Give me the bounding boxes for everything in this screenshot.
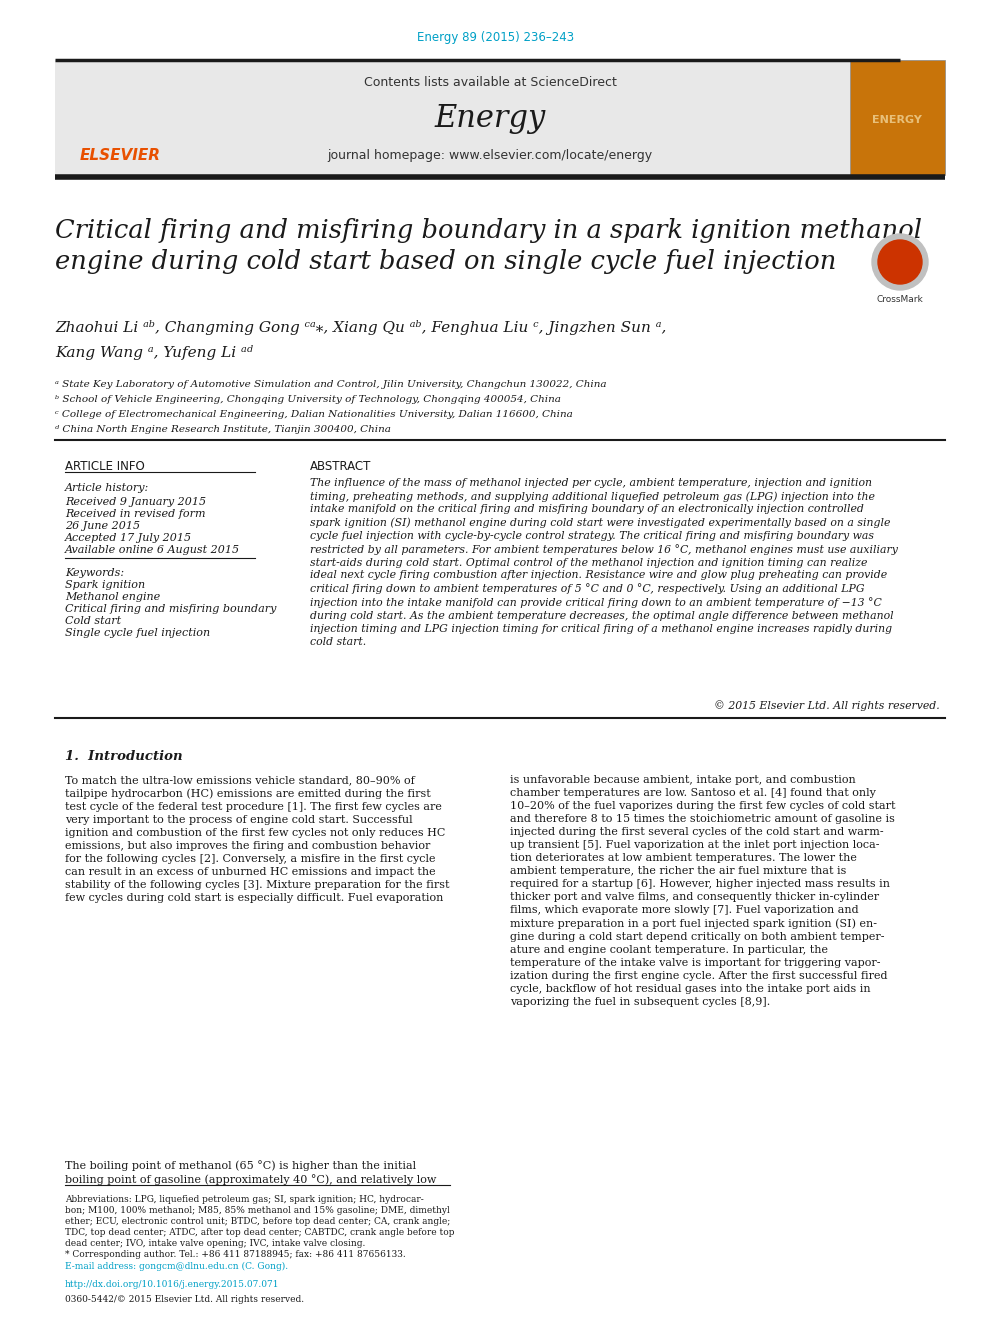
Text: ᵈ China North Engine Research Institute, Tianjin 300400, China: ᵈ China North Engine Research Institute,… [55, 425, 391, 434]
Text: ELSEVIER: ELSEVIER [79, 147, 161, 163]
FancyBboxPatch shape [55, 60, 850, 175]
Text: ABSTRACT: ABSTRACT [310, 460, 371, 474]
Text: Keywords:: Keywords: [65, 568, 124, 578]
Text: Single cycle fuel injection: Single cycle fuel injection [65, 628, 210, 638]
Text: The influence of the mass of methanol injected per cycle, ambient temperature, i: The influence of the mass of methanol in… [310, 478, 898, 647]
Text: Critical firing and misfiring boundary in a spark ignition methanol
engine durin: Critical firing and misfiring boundary i… [55, 218, 922, 274]
Text: 0360-5442/© 2015 Elsevier Ltd. All rights reserved.: 0360-5442/© 2015 Elsevier Ltd. All right… [65, 1295, 305, 1304]
Text: journal homepage: www.elsevier.com/locate/energy: journal homepage: www.elsevier.com/locat… [327, 148, 653, 161]
Text: Spark ignition: Spark ignition [65, 579, 145, 590]
Text: CrossMark: CrossMark [877, 295, 924, 304]
Text: ARTICLE INFO: ARTICLE INFO [65, 460, 145, 474]
Text: To match the ultra-low emissions vehicle standard, 80–90% of
tailpipe hydrocarbo: To match the ultra-low emissions vehicle… [65, 775, 449, 904]
Text: Cold start: Cold start [65, 617, 121, 626]
Text: Zhaohui Li ᵃᵇ, Changming Gong ᶜᵃ⁎, Xiang Qu ᵃᵇ, Fenghua Liu ᶜ, Jingzhen Sun ᵃ,: Zhaohui Li ᵃᵇ, Changming Gong ᶜᵃ⁎, Xiang… [55, 320, 667, 335]
FancyBboxPatch shape [850, 60, 945, 175]
Circle shape [872, 234, 928, 290]
Text: 26 June 2015: 26 June 2015 [65, 521, 140, 531]
Text: Contents lists available at ScienceDirect: Contents lists available at ScienceDirec… [363, 77, 616, 90]
Text: ᵃ State Key Laboratory of Automotive Simulation and Control, Jilin University, C: ᵃ State Key Laboratory of Automotive Sim… [55, 380, 606, 389]
Text: Available online 6 August 2015: Available online 6 August 2015 [65, 545, 240, 556]
Text: E-mail address: gongcm@dlnu.edu.cn (C. Gong).: E-mail address: gongcm@dlnu.edu.cn (C. G… [65, 1262, 288, 1271]
Text: is unfavorable because ambient, intake port, and combustion
chamber temperatures: is unfavorable because ambient, intake p… [510, 775, 896, 1007]
Text: 1.  Introduction: 1. Introduction [65, 750, 183, 763]
Text: Received in revised form: Received in revised form [65, 509, 205, 519]
Text: Energy: Energy [434, 102, 546, 134]
Text: Accepted 17 July 2015: Accepted 17 July 2015 [65, 533, 192, 542]
Text: Abbreviations: LPG, liquefied petroleum gas; SI, spark ignition; HC, hydrocar-
b: Abbreviations: LPG, liquefied petroleum … [65, 1195, 454, 1249]
Text: http://dx.doi.org/10.1016/j.energy.2015.07.071: http://dx.doi.org/10.1016/j.energy.2015.… [65, 1279, 280, 1289]
Text: Critical firing and misfiring boundary: Critical firing and misfiring boundary [65, 605, 277, 614]
Text: Kang Wang ᵃ, Yufeng Li ᵃᵈ: Kang Wang ᵃ, Yufeng Li ᵃᵈ [55, 345, 253, 360]
Text: ᵇ School of Vehicle Engineering, Chongqing University of Technology, Chongqing 4: ᵇ School of Vehicle Engineering, Chongqi… [55, 396, 560, 404]
Text: Received 9 January 2015: Received 9 January 2015 [65, 497, 206, 507]
Text: ᶜ College of Electromechanical Engineering, Dalian Nationalities University, Dal: ᶜ College of Electromechanical Engineeri… [55, 410, 572, 419]
Text: Article history:: Article history: [65, 483, 149, 493]
Text: ENERGY: ENERGY [872, 115, 922, 124]
Text: The boiling point of methanol (65 °C) is higher than the initial
boiling point o: The boiling point of methanol (65 °C) is… [65, 1160, 436, 1185]
Text: Methanol engine: Methanol engine [65, 591, 161, 602]
Text: © 2015 Elsevier Ltd. All rights reserved.: © 2015 Elsevier Ltd. All rights reserved… [714, 700, 940, 710]
Text: * Corresponding author. Tel.: +86 411 87188945; fax: +86 411 87656133.: * Corresponding author. Tel.: +86 411 87… [65, 1250, 406, 1259]
Text: Energy 89 (2015) 236–243: Energy 89 (2015) 236–243 [418, 32, 574, 45]
Circle shape [878, 239, 922, 284]
